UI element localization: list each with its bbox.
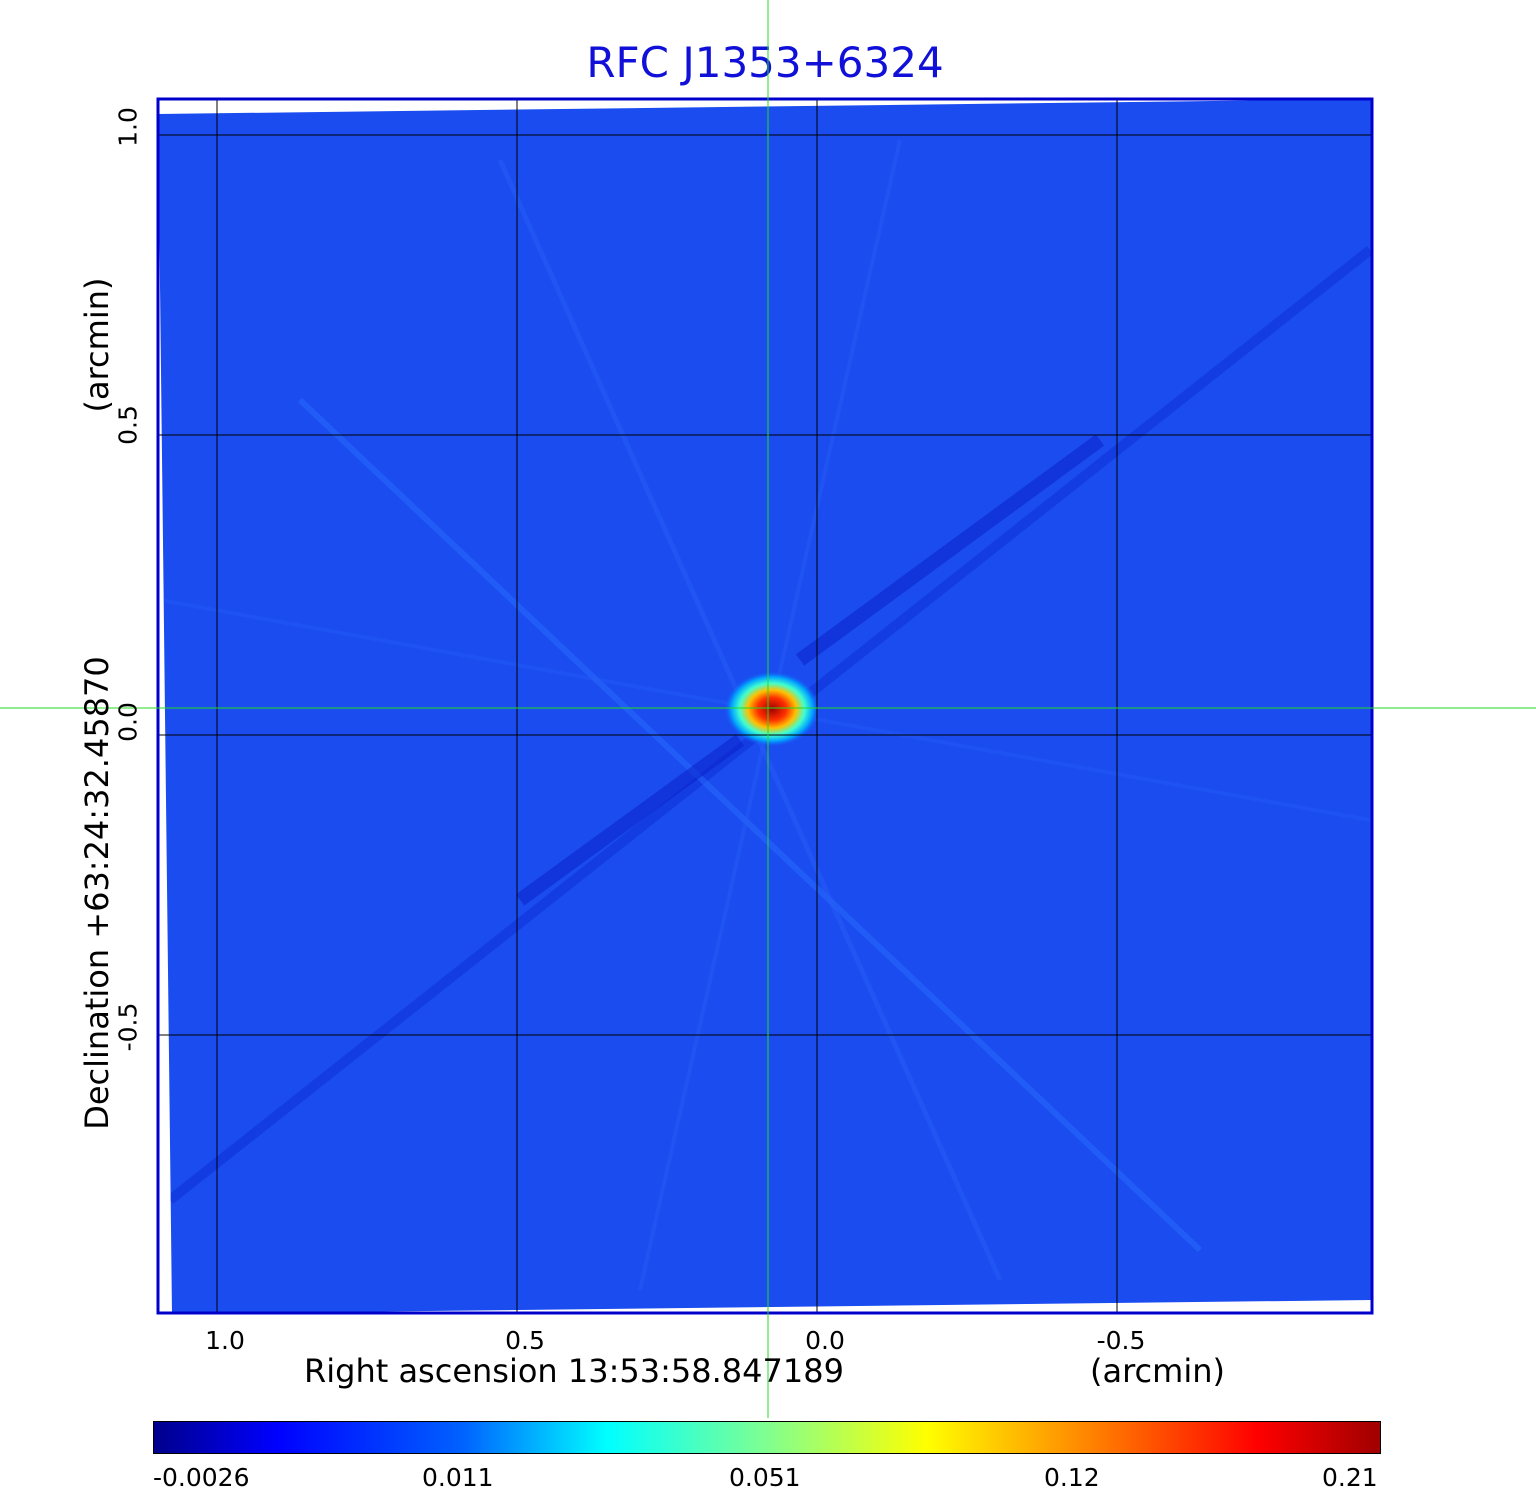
crosshair — [0, 0, 1536, 1418]
compact-source — [724, 671, 820, 747]
y-tick: -0.5 — [113, 1002, 143, 1052]
coordinate-grid — [158, 100, 1372, 1313]
colorbar-tick: 0.12 — [1044, 1463, 1100, 1492]
y-axis-label: Declination +63:24:32.45870 — [78, 656, 116, 1130]
x-tick: 0.0 — [805, 1326, 845, 1355]
x-axis-unit: (arcmin) — [1090, 1352, 1225, 1390]
colorbar-tick: 0.011 — [422, 1463, 494, 1492]
y-tick: 0.0 — [113, 702, 143, 742]
x-tick: 1.0 — [205, 1326, 245, 1355]
colorbar-tick: -0.0026 — [153, 1463, 250, 1492]
image-title: RFC J1353+6324 — [586, 38, 944, 87]
x-tick: 0.5 — [505, 1326, 545, 1355]
x-tick: -0.5 — [1096, 1326, 1146, 1355]
plot-frame — [156, 97, 1374, 1315]
x-axis-label: Right ascension 13:53:58.847189 — [304, 1352, 844, 1390]
radio-image-plot — [0, 0, 1536, 1418]
y-tick: 1.0 — [113, 107, 143, 147]
colorbar-tick: 0.051 — [729, 1463, 801, 1492]
y-axis-unit: (arcmin) — [78, 277, 116, 413]
colorbar — [153, 1421, 1381, 1454]
colorbar-tick: 0.21 — [1322, 1463, 1378, 1492]
y-tick: 0.5 — [113, 405, 143, 445]
